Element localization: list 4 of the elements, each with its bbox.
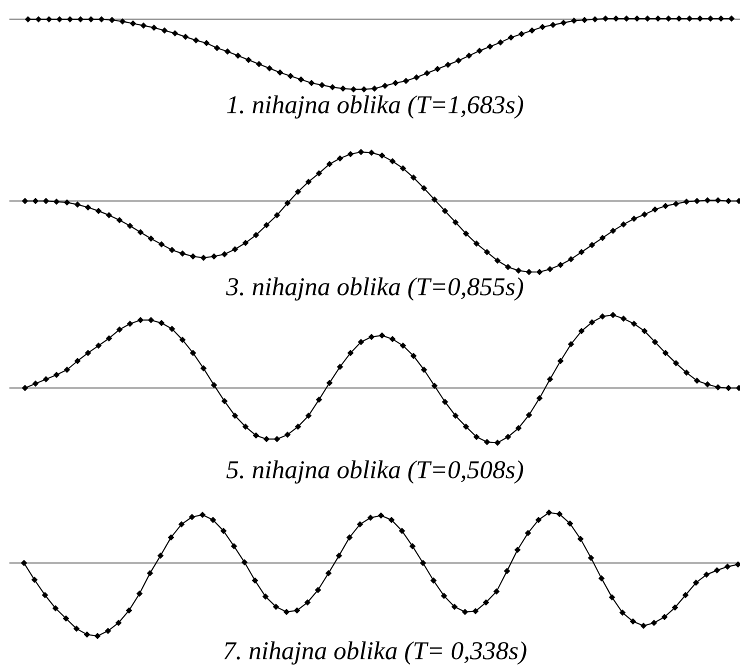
x-axis-title: 7. nihajna oblika (T= 0,338s) bbox=[224, 641, 526, 665]
x-axis-title: 5. nihajna oblika (T=0,508s) bbox=[226, 460, 524, 484]
x-axis-title: 3. nihajna oblika (T=0,855s) bbox=[226, 277, 524, 301]
x-axis-title: 1. nihajna oblika (T=1,683s) bbox=[227, 95, 524, 119]
